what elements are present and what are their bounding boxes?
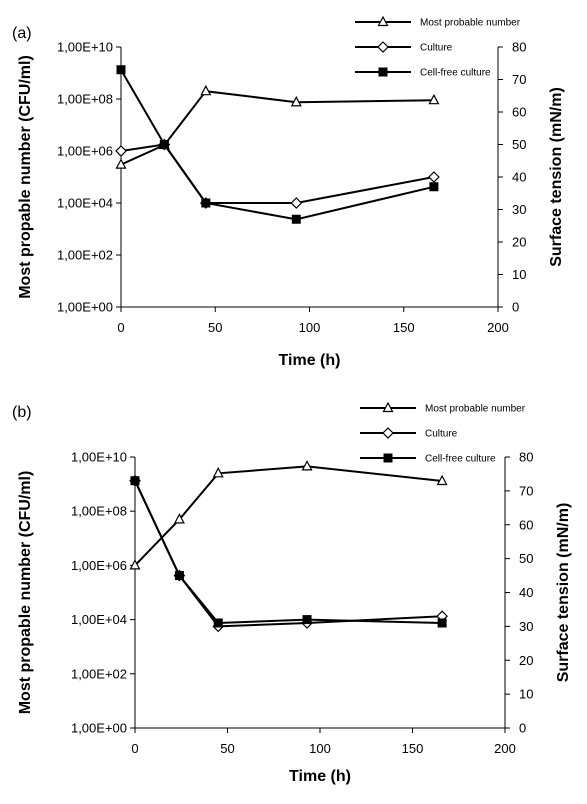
panel-a-right-tick-label: 30 (512, 202, 526, 217)
panel-b-x-tick-label: 100 (309, 741, 331, 756)
panel-a-series-most-probable-number-point (200, 84, 212, 96)
panel-b-x-tick-label: 0 (131, 741, 138, 756)
panel-a-series-most-probable-number-line (120, 90, 434, 166)
panel-b-left-tick-label: 1,00E+00 (71, 721, 127, 736)
panel-b-series-most-probable-number-line (134, 465, 443, 567)
panel-b-series-cell-free-culture-point (437, 618, 447, 628)
panel-a-x-tick-label: 0 (117, 320, 124, 335)
panel-a-left-tick-label: 1,00E+02 (57, 248, 113, 263)
panel-b-legend-label: Culture (425, 429, 458, 440)
panel-b-right-tick-label: 70 (519, 483, 533, 498)
panel-b-series-most-probable-number-point (129, 559, 141, 570)
panel-b-x-tick-label: 200 (494, 741, 516, 756)
panel-a-x-tick-label: 150 (393, 320, 415, 335)
panel-a-left-tick-label: 1,00E+04 (57, 196, 113, 211)
panel-a-series-cell-free-culture-point (429, 182, 439, 192)
panel-a-series-cell-free-culture-point (116, 65, 126, 75)
panel-a-x-tick-label: 200 (487, 320, 509, 335)
panel-b-left-tick-label: 1,00E+06 (71, 558, 127, 573)
panel-a-series-cell-free-culture-point (291, 214, 301, 224)
panel-a-right-tick-label: 40 (512, 170, 526, 185)
panel-b-left-tick-label: 1,00E+08 (71, 504, 127, 519)
panel-b-legend-label: Cell-free culture (425, 454, 496, 465)
panel-b-label: (b) (12, 404, 32, 421)
panel-b-series-cell-free-culture-point (174, 571, 184, 581)
panel-b-right-tick-label: 20 (519, 653, 533, 668)
panel-b-y-left-title: Most propable number (CFU/ml) (17, 471, 34, 715)
panel-a-y-right-title: Surface tension (mN/m) (548, 87, 565, 267)
panel-a-left-tick-label: 1,00E+00 (57, 300, 113, 315)
panel-a-series-cell-free-culture-point (201, 198, 211, 208)
panel-a-legend-marker (377, 41, 389, 53)
panel-b-y-right-title: Surface tension (mN/m) (555, 503, 572, 683)
panel-a-right-tick-label: 80 (512, 40, 526, 55)
panel-b-right-tick-label: 60 (519, 517, 533, 532)
panel-a-right-tick-label: 20 (512, 235, 526, 250)
panel-b-legend-marker (382, 427, 394, 439)
panel-a-y-left-title: Most propable number (CFU/ml) (17, 55, 34, 299)
panel-a-series-most-probable-number-point (290, 95, 302, 107)
panel-a-legend-marker (377, 15, 389, 27)
panel-b-right-tick-label: 80 (519, 450, 533, 465)
panel-a-left-tick-label: 1,00E+08 (57, 92, 113, 107)
panel-b-left-tick-label: 1,00E+04 (71, 612, 127, 627)
panel-a-series-culture-point (115, 145, 127, 157)
panel-b-legend-marker (382, 401, 394, 413)
panel-b-x-tick-label: 50 (220, 741, 234, 756)
panel-a-series-culture-line (120, 143, 435, 204)
panel-b-left-tick-label: 1,00E+10 (71, 450, 127, 465)
panel-a-series-cell-free-culture-point (159, 140, 169, 149)
panel-a-series-culture-point (428, 171, 440, 183)
panel-b-right-tick-label: 30 (519, 619, 533, 634)
panel-a-label: (a) (12, 25, 32, 42)
panel-b-series-cell-free-culture-point (213, 618, 223, 628)
panel-a-right-tick-label: 70 (512, 72, 526, 87)
panel-a-right-tick-label: 60 (512, 105, 526, 120)
panel-a-x-tick-label: 50 (208, 320, 222, 335)
panel-a-right-tick-label: 10 (512, 267, 526, 282)
panel-b-series-culture-line (134, 480, 443, 628)
panel-b-series-most-probable-number-point (301, 460, 313, 471)
panel-b-left-tick-label: 1,00E+02 (71, 666, 127, 681)
panel-a-legend-label: Cell-free culture (420, 68, 491, 79)
panel-a-left-tick-label: 1,00E+10 (57, 40, 113, 55)
panel-b-series-most-probable-number-point (212, 467, 224, 478)
panel-b-x-tick-label: 150 (402, 741, 424, 756)
panel-b-series-most-probable-number-point (173, 513, 185, 524)
panel-b-right-tick-label: 0 (519, 721, 526, 736)
panel-b-right-tick-label: 50 (519, 551, 533, 566)
panel-a-left-tick-label: 1,00E+06 (57, 144, 113, 159)
panel-b-series-most-probable-number-point (436, 474, 448, 486)
panel-a-legend-label: Most probable number (420, 18, 521, 29)
panel-b-legend-marker (383, 453, 393, 463)
panel-a-x-title: Time (h) (279, 352, 341, 369)
panel-a-legend-label: Culture (420, 43, 453, 54)
panel-a-right-tick-label: 50 (512, 137, 526, 152)
panel-a-series-most-probable-number-point (115, 158, 127, 169)
panel-a-right-tick-label: 0 (512, 300, 519, 315)
panel-b-right-tick-label: 40 (519, 585, 533, 600)
panel-a-x-tick-label: 100 (299, 320, 321, 335)
panel-a-series-most-probable-number-point (428, 93, 440, 105)
panel-b-legend-label: Most probable number (425, 404, 526, 415)
panel-b-right-tick-label: 10 (519, 687, 533, 702)
panel-b-series-cell-free-culture-point (302, 615, 312, 625)
panel-b-series-cell-free-culture-line (134, 480, 443, 625)
panel-b-series-cell-free-culture-point (130, 476, 140, 486)
panel-b-x-title: Time (h) (289, 768, 351, 785)
panel-a-legend-marker (378, 67, 388, 77)
panel-a-series-culture-point (290, 197, 303, 209)
